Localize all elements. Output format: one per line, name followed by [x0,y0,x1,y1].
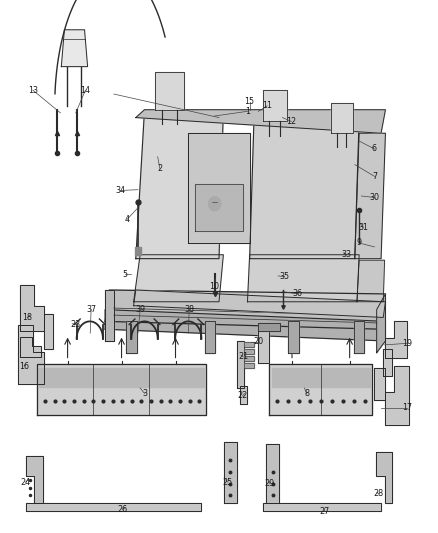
Polygon shape [26,503,201,511]
Text: 28: 28 [374,489,384,498]
Polygon shape [126,321,137,353]
Polygon shape [135,247,141,255]
Polygon shape [134,255,223,302]
Polygon shape [354,321,364,353]
Polygon shape [247,255,359,302]
Polygon shape [244,363,254,368]
Polygon shape [250,118,359,259]
Polygon shape [244,356,254,361]
Text: 20: 20 [253,337,264,346]
Text: 14: 14 [81,86,90,95]
Polygon shape [263,503,381,511]
Polygon shape [105,290,385,329]
Polygon shape [39,368,204,387]
Polygon shape [383,349,392,376]
Polygon shape [105,310,385,341]
Text: 24: 24 [20,478,31,487]
Text: 34: 34 [116,186,125,195]
Polygon shape [20,285,44,331]
Text: 27: 27 [319,506,329,515]
Polygon shape [20,337,41,357]
Text: 36: 36 [293,289,303,298]
Polygon shape [155,72,184,110]
Text: 12: 12 [286,117,297,126]
Text: 39: 39 [135,305,145,314]
Polygon shape [224,442,237,503]
Text: 15: 15 [244,98,255,107]
Text: 5: 5 [122,270,127,279]
Polygon shape [18,325,44,384]
Polygon shape [269,365,372,415]
Polygon shape [374,368,385,400]
Text: 21: 21 [238,352,248,361]
Polygon shape [44,313,53,349]
Text: 1: 1 [245,107,250,116]
Text: 19: 19 [402,339,413,348]
Polygon shape [377,294,385,353]
Text: 25: 25 [223,478,233,487]
Polygon shape [134,290,385,318]
Text: 6: 6 [372,144,377,154]
Polygon shape [357,260,385,302]
Text: 18: 18 [22,313,32,322]
Text: 29: 29 [264,479,275,488]
Text: 16: 16 [19,361,29,370]
Polygon shape [37,365,206,415]
Polygon shape [240,386,247,403]
Polygon shape [263,90,287,122]
Text: 35: 35 [279,272,290,281]
Polygon shape [136,110,385,133]
Polygon shape [376,453,392,503]
Polygon shape [205,321,215,353]
Text: 8: 8 [304,389,309,398]
Text: 37: 37 [86,305,96,314]
Text: 11: 11 [262,101,272,110]
Polygon shape [355,133,385,259]
Text: 4: 4 [124,215,130,224]
Text: 9: 9 [357,238,362,247]
Polygon shape [272,368,370,387]
Polygon shape [331,103,353,133]
Text: 26: 26 [117,505,128,514]
Polygon shape [244,342,254,347]
Text: 33: 33 [341,250,351,259]
Text: 3: 3 [142,389,147,398]
Polygon shape [237,341,244,388]
Text: 38: 38 [184,305,194,314]
Ellipse shape [208,197,221,211]
Polygon shape [188,133,250,243]
Text: 30: 30 [370,193,379,202]
Polygon shape [385,320,407,358]
Polygon shape [266,445,279,503]
Text: 31: 31 [359,223,368,232]
Text: 2: 2 [157,164,162,173]
Polygon shape [136,110,223,259]
Polygon shape [288,321,299,353]
Polygon shape [244,349,254,354]
Text: 13: 13 [28,86,38,95]
Text: 10: 10 [210,281,219,290]
Text: 7: 7 [372,172,377,181]
Polygon shape [61,30,88,67]
Polygon shape [258,329,269,363]
Polygon shape [258,323,280,331]
Polygon shape [385,366,409,425]
Polygon shape [195,184,243,231]
Polygon shape [26,456,43,503]
Text: 17: 17 [402,403,413,412]
Polygon shape [105,290,114,341]
Text: 23: 23 [71,320,81,329]
Text: 22: 22 [237,391,248,400]
